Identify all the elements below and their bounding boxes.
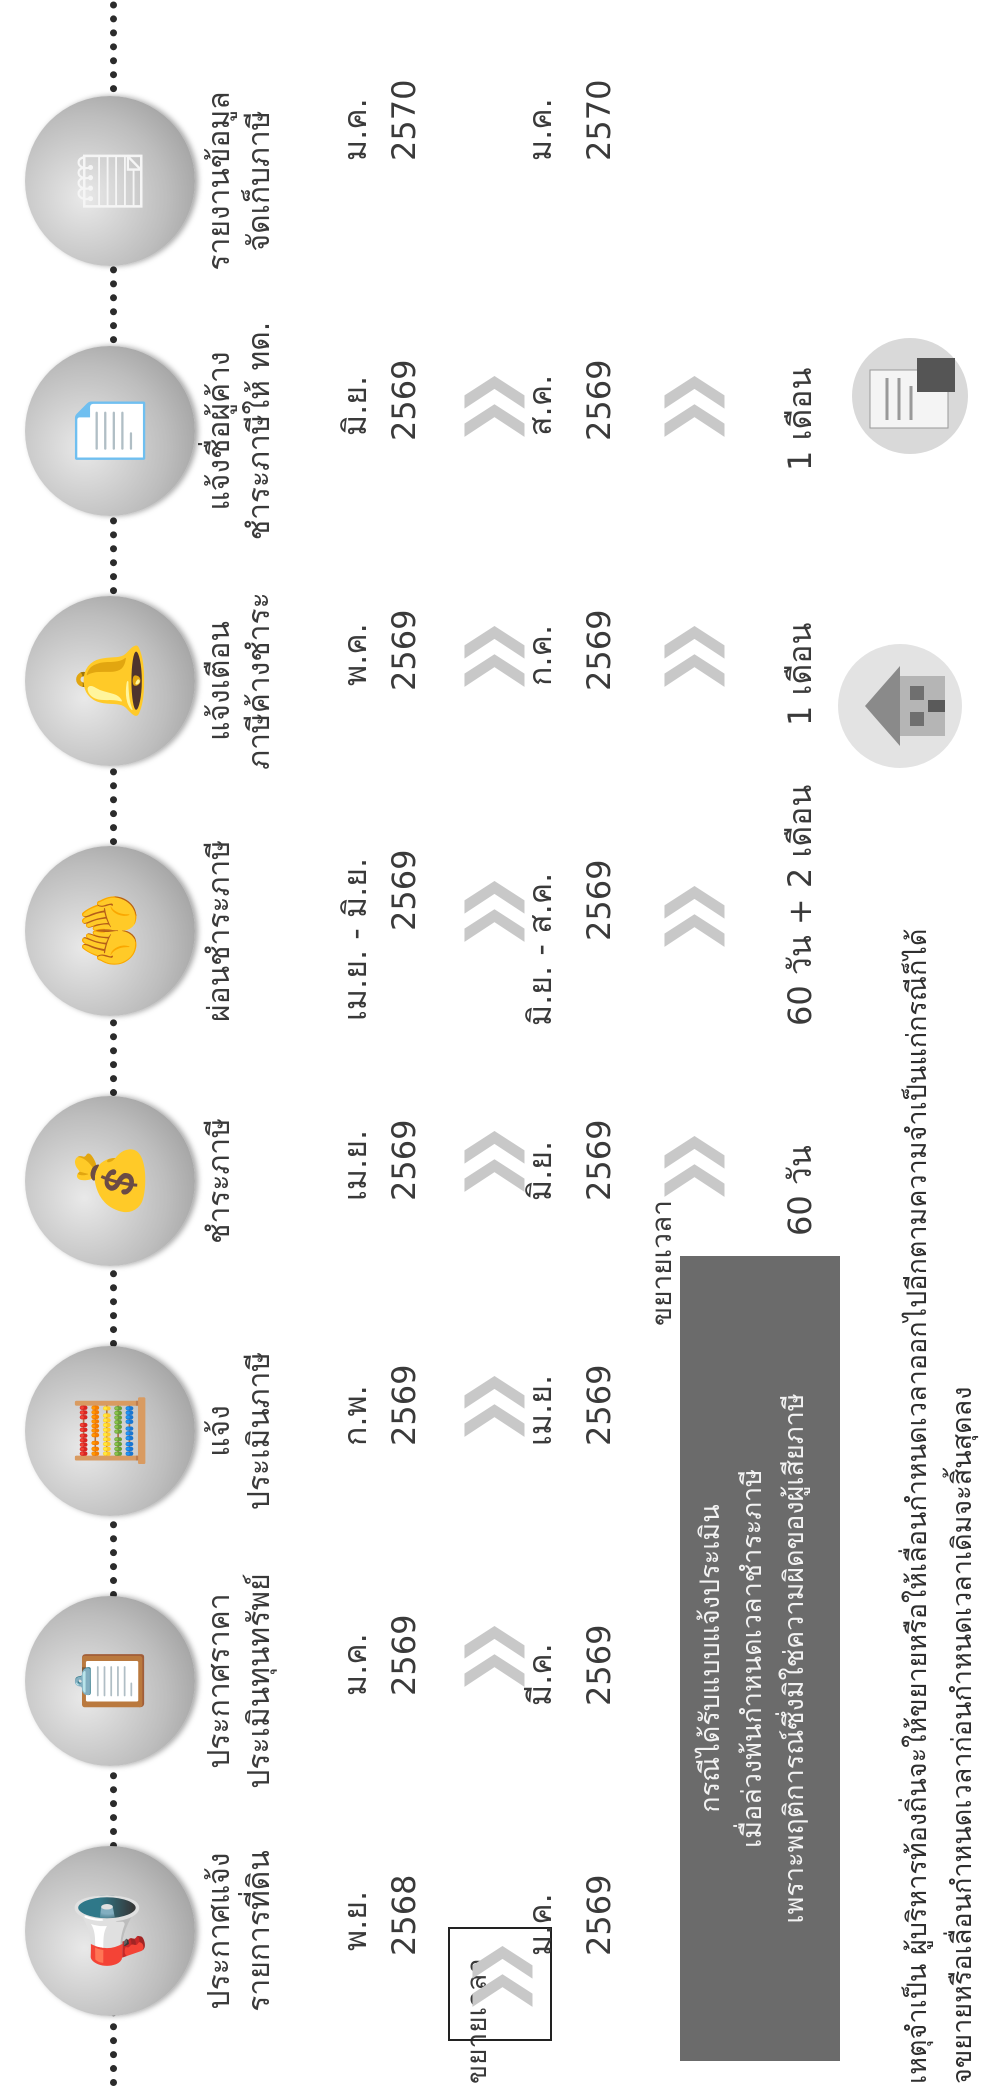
original-month-6: พ.ค. [336,623,374,686]
original-year-6: 2569 [385,609,423,691]
chevron-right-icon: ❯❯ [455,1639,525,1696]
note-panel: กรณีได้รับแบบแจ้งประเมิน เมื่อล่วงพ้นกำห… [680,1256,840,2061]
original-year-8: 2570 [385,79,423,161]
note-line: เพราะพฤติการณ์ซึ่งมิใช่ความผิดของผู้เสีย… [779,1393,810,1924]
original-year-5: 2569 [385,849,423,931]
chevron-right-icon: ❯❯ [455,389,525,446]
extended-year-6: 2569 [580,609,618,691]
original-month-3: ก.พ. [336,1385,374,1446]
note-line: กรณีได้รับแบบแจ้งประเมิน [695,1504,726,1813]
duration-4: 1 เดือน [781,367,819,471]
original-month-4: เม.ย. [336,1129,374,1201]
megaphone-icon: 📢 [25,1846,195,2016]
extended-year-3: 2569 [580,1364,618,1446]
duration-1: 60 วัน [781,1145,819,1236]
chevron-right-icon: ❯❯ [655,389,725,446]
extended-year-2: 2569 [580,1624,618,1706]
footer-line-2: จขยายหรือเลื่อนกำหนดเวลาก่อนกำหนดเวลาเดิ… [947,1386,978,2084]
extended-month-1: ม.ค. [521,1893,559,1956]
clipboard-icon: 📋 [25,1596,195,1766]
extended-year-8: 2570 [580,79,618,161]
chevron-right-icon: ❯❯ [455,894,525,951]
step-title-4: ชำระภาษี [202,1118,237,1244]
step-title-6: แจ้งเตือน ภาษีค้างชำระ [202,592,277,770]
note-line: เมื่อล่วงพ้นกำหนดเวลาชำระภาษี [737,1468,768,1849]
step-title-7: แจ้งชื่อผู้ค้าง ชำระภาษีให้ ทด. [202,321,277,541]
original-month-5: เม.ย. - มิ.ย. [336,857,374,1021]
alarm-bell-icon: 🔔 [25,596,195,766]
duration-2: 60 วัน + 2 เดือน [781,784,819,1026]
tax-form-icon: 📄 [25,346,195,516]
extended-month-7: ส.ค. [521,374,559,436]
tax-document-illustration [845,326,975,466]
tax-calculator-icon: 🧮 [25,1346,195,1516]
footer-line-1: เหตุจำเป็น ผู้บริหารท้องถิ่นจะให้ขยายหรื… [902,928,933,2084]
step-title-5: ผ่อนชำระภาษี [202,840,237,1022]
chevron-right-icon: ❯❯ [455,1389,525,1446]
original-month-1: พ.ย. [336,1890,374,1951]
original-year-2: 2569 [385,1614,423,1696]
chevron-right-icon: ❯❯ [463,1959,533,2016]
house-illustration [830,626,970,786]
chevron-right-icon: ❯❯ [655,1149,725,1206]
extended-year-5: 2569 [580,859,618,941]
report-checklist-icon: 🗒 [25,96,195,266]
chevron-right-icon: ❯❯ [455,639,525,696]
extended-month-2: มี.ค. [521,1643,559,1706]
extended-month-6: ก.ค. [521,624,559,686]
chevron-right-icon: ❯❯ [655,899,725,956]
timeline-dotted-line [110,0,117,2086]
step-title-3: แจ้ง ประเมินภาษี [202,1351,277,1511]
original-month-8: ม.ค. [336,98,374,161]
extended-month-8: ม.ค. [521,98,559,161]
step-title-1: ประกาศแจ้ง รายการที่ดิน [202,1850,277,2012]
step-title-2: ประกาศราคา ประเมินทุนทรัพย์ [202,1573,277,1789]
original-month-7: มิ.ย. [336,375,374,436]
duration-3: 1 เดือน [781,622,819,726]
coin-hand-icon: 🤲 [25,846,195,1016]
extended-month-3: เม.ย. [521,1374,559,1446]
original-year-7: 2569 [385,359,423,441]
original-year-3: 2569 [385,1364,423,1446]
chevron-right-icon: ❯❯ [655,639,725,696]
original-year-1: 2568 [385,1874,423,1956]
extended-year-7: 2569 [580,359,618,441]
extended-month-5: มิ.ย. - ส.ค. [521,872,559,1026]
extended-month-4: มิ.ย. [521,1140,559,1201]
original-year-4: 2569 [385,1119,423,1201]
extended-year-1: 2569 [580,1874,618,1956]
step-title-8: รายงานข้อมูล จัดเก็บภาษี [202,91,277,271]
money-payment-icon: 💰 [25,1096,195,1266]
extend-label-right: ขยายเวลา [645,1200,678,1326]
original-month-2: ม.ค. [336,1633,374,1696]
chevron-right-icon: ❯❯ [455,1144,525,1201]
extended-year-4: 2569 [580,1119,618,1201]
